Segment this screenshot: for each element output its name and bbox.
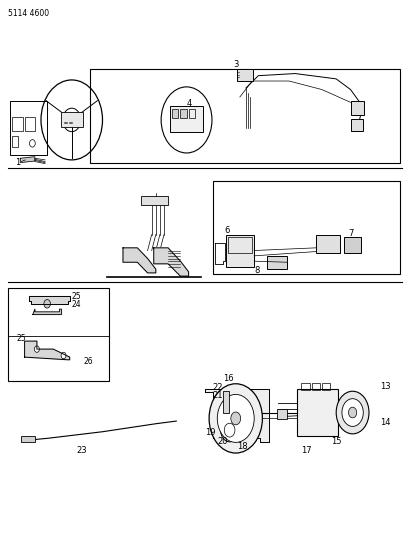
Polygon shape [123, 248, 155, 273]
Text: 5114 4600: 5114 4600 [8, 9, 49, 18]
Bar [20, 436, 35, 442]
Text: 14: 14 [379, 418, 390, 426]
Circle shape [341, 399, 362, 426]
Bar [227, 237, 252, 253]
Bar [90, 69, 399, 163]
Bar [12, 117, 22, 131]
Bar [297, 389, 337, 436]
Text: 3: 3 [232, 60, 238, 69]
Bar [180, 109, 186, 118]
Text: 23: 23 [76, 446, 87, 455]
Bar [351, 101, 363, 115]
Text: 18: 18 [237, 442, 247, 451]
Text: 24: 24 [71, 301, 81, 309]
Text: 1: 1 [15, 158, 20, 166]
Circle shape [44, 300, 50, 308]
Bar [344, 237, 360, 253]
Text: 22: 22 [212, 383, 223, 392]
Bar [141, 196, 168, 205]
Text: 4: 4 [186, 99, 191, 108]
Text: 7: 7 [347, 229, 353, 238]
Bar [12, 136, 18, 147]
Circle shape [224, 423, 234, 437]
Circle shape [220, 418, 238, 442]
Circle shape [230, 412, 240, 425]
Bar [351, 119, 362, 131]
Bar [321, 383, 329, 390]
Text: 16: 16 [223, 374, 234, 383]
Bar [276, 409, 287, 419]
Circle shape [209, 384, 262, 453]
Text: 17: 17 [301, 446, 311, 455]
Text: 26: 26 [83, 357, 93, 366]
Circle shape [348, 407, 356, 418]
Bar [222, 391, 229, 413]
Circle shape [335, 391, 368, 434]
Circle shape [34, 346, 39, 352]
Text: 19: 19 [204, 429, 215, 437]
Bar [61, 112, 83, 127]
Bar [212, 408, 219, 421]
Text: 25: 25 [16, 335, 26, 343]
Text: 20: 20 [216, 437, 227, 446]
Bar [172, 109, 178, 118]
Polygon shape [25, 341, 70, 360]
Bar [225, 235, 254, 266]
Text: 8: 8 [254, 266, 260, 275]
Bar [170, 106, 202, 132]
Polygon shape [204, 389, 268, 442]
Text: 15: 15 [330, 437, 341, 446]
Bar [301, 383, 309, 390]
Text: 6: 6 [224, 226, 230, 235]
Bar [315, 235, 339, 253]
Bar [213, 181, 399, 274]
Text: 21: 21 [212, 391, 223, 400]
Circle shape [217, 394, 254, 442]
Polygon shape [153, 248, 188, 276]
Bar [266, 256, 286, 269]
Polygon shape [29, 296, 70, 304]
Bar [10, 101, 47, 155]
Circle shape [63, 108, 81, 132]
Bar [236, 69, 253, 81]
Circle shape [161, 87, 211, 153]
Polygon shape [33, 309, 61, 314]
Bar [8, 288, 108, 381]
Polygon shape [20, 157, 35, 163]
Bar [311, 383, 319, 390]
Text: 25: 25 [71, 293, 81, 301]
Text: 13: 13 [379, 382, 390, 391]
Circle shape [61, 352, 66, 359]
Bar [25, 117, 35, 131]
Bar [188, 109, 194, 118]
